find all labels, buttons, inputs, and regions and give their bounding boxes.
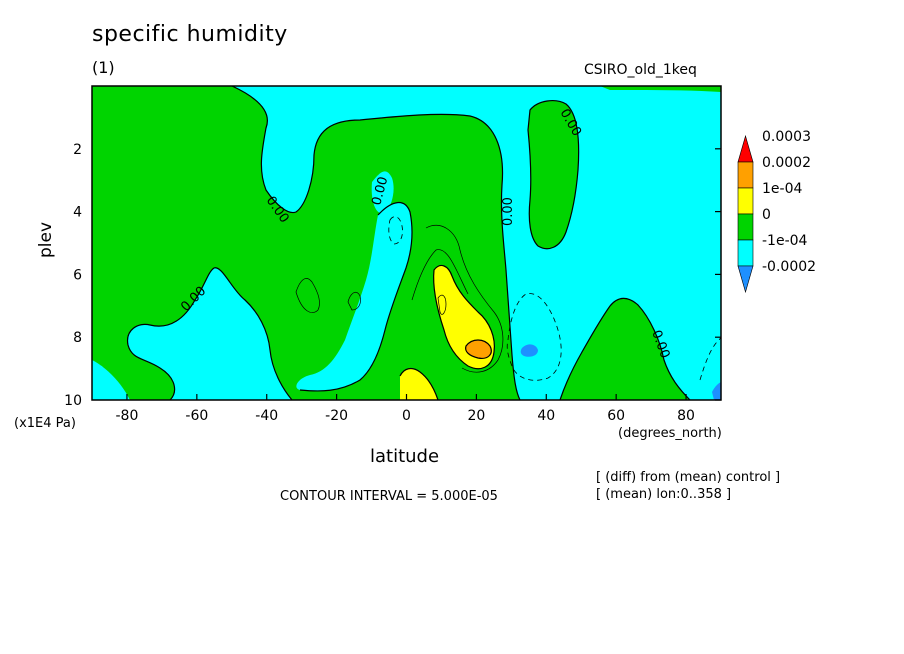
y-tick-label: 6: [73, 267, 82, 283]
contour-thin-left-b: [347, 291, 361, 311]
x-tick-label: 40: [537, 408, 555, 424]
x-tick-label: -40: [255, 408, 278, 424]
field-pos1-bottom: [400, 368, 438, 400]
contour-thin-left-a: [295, 278, 320, 313]
contour-zero-center: [299, 202, 413, 392]
colorbar-swatch: [737, 213, 754, 241]
y-axis-units: (x1E4 Pa): [14, 416, 76, 431]
colorbar: 0.0003 0.0002 1e-04 0 -1e-04 -0.0002: [737, 129, 816, 294]
y-axis-ticks: 2 4 6 8 10: [64, 142, 721, 409]
colorbar-swatch: [737, 161, 754, 189]
contour-zero-ne: [527, 100, 580, 250]
contour-dash-east: [506, 293, 562, 381]
model-label: CSIRO_old_1keq: [584, 62, 697, 78]
chart-title: specific humidity: [92, 22, 288, 47]
colorbar-arrow-top: [737, 134, 754, 163]
y-tick-label: 10: [64, 393, 82, 409]
colorbar-label: 1e-04: [762, 181, 802, 197]
note-mean: [ (mean) lon:0..358 ]: [596, 487, 732, 502]
contour-label: 0.00: [501, 197, 516, 226]
field-neg2-right-edge: [712, 382, 721, 400]
field-neg1-sw: [92, 267, 292, 400]
contour-pos-center: [433, 264, 495, 370]
y-tick-label: 4: [73, 205, 82, 221]
colorbar-arrow-bottom: [737, 265, 754, 294]
note-diff: [ (diff) from (mean) control ]: [596, 470, 781, 485]
x-tick-label: -20: [325, 408, 348, 424]
field-neg1-sw-lower: [92, 360, 130, 400]
x-tick-label: -60: [185, 408, 208, 424]
colorbar-swatch: [737, 239, 754, 267]
field-zero-top-strip: [600, 86, 721, 92]
field-zero-ne: [528, 100, 579, 249]
contour-dashed: [388, 216, 721, 381]
contour-label: 0.00: [369, 175, 391, 207]
contour-dash-right: [699, 337, 721, 381]
x-tick-label: 0: [402, 408, 411, 424]
colorbar-swatch: [737, 187, 754, 215]
contour-thin-center: [425, 224, 504, 373]
contour-pos-core: [465, 339, 492, 359]
x-axis-label: latitude: [370, 446, 440, 467]
colorbar-label: 0: [762, 207, 771, 223]
x-tick-label: 60: [607, 408, 625, 424]
x-tick-label: -80: [116, 408, 139, 424]
colorbar-label: 0.0002: [762, 155, 811, 171]
field-neg2-east: [520, 344, 538, 357]
y-tick-label: 8: [73, 330, 82, 346]
contour-thin-mid: [411, 249, 469, 301]
contour-thin-inner: [437, 294, 447, 315]
contour-interval: CONTOUR INTERVAL = 5.000E-05: [280, 489, 498, 504]
colorbar-label: -0.0002: [762, 259, 816, 275]
y-tick-label: 2: [73, 142, 82, 158]
x-axis-ticks: -80 -60 -40 -20 0 20 40 60 80: [116, 394, 695, 424]
contour-pos-bottom: [399, 367, 439, 400]
colorbar-label: 0.0003: [762, 129, 811, 145]
x-axis-units: (degrees_north): [618, 426, 722, 441]
contour-thin: [295, 224, 504, 373]
contour-zero-main: [231, 86, 521, 400]
contour-dash-center: [388, 216, 403, 245]
chart-subtitle: (1): [92, 58, 115, 77]
contour-zero-se: [559, 297, 691, 400]
plot-field: 0.00 0.00 0.00 0.00 0.00 0.00: [92, 86, 721, 400]
colorbar-label: -1e-04: [762, 233, 808, 249]
field-zero-se: [560, 298, 690, 400]
contour-lines: [126, 86, 691, 400]
field-neg1-center-tongue: [296, 202, 413, 391]
x-tick-label: 80: [677, 408, 695, 424]
field-pos2-core: [465, 340, 492, 359]
x-tick-label: 20: [467, 408, 485, 424]
contour-zero-sw: [126, 267, 293, 400]
field-neg1-cut-top: [371, 171, 394, 214]
